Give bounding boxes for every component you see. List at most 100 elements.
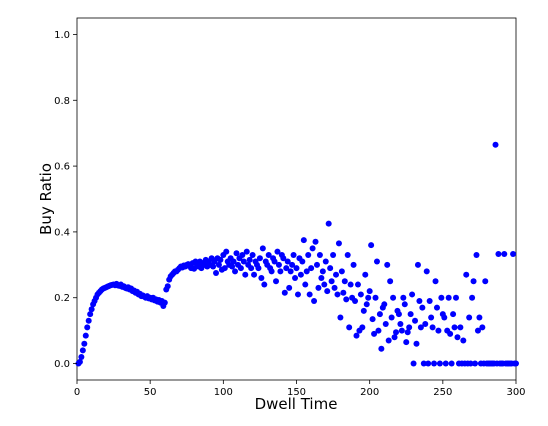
data-point (328, 278, 335, 285)
data-point (373, 258, 380, 265)
data-point (366, 288, 373, 295)
data-point (385, 337, 392, 344)
x-tick-label: 300 (506, 387, 525, 398)
y-tick-label: 0.8 (54, 96, 70, 107)
data-point (79, 347, 86, 354)
data-point (368, 242, 375, 249)
data-point (454, 334, 461, 341)
data-point (258, 274, 265, 281)
data-point (501, 250, 508, 257)
data-point (324, 288, 331, 295)
data-point (406, 324, 413, 331)
data-point (350, 261, 357, 268)
y-tick-label: 1.0 (54, 30, 70, 41)
data-point (338, 268, 345, 275)
y-tick-label: 0.6 (54, 162, 70, 173)
data-point (378, 345, 385, 352)
data-point (384, 261, 391, 268)
data-point (221, 265, 228, 272)
data-point (416, 298, 423, 305)
x-tick-label: 100 (214, 387, 233, 398)
data-point (363, 301, 370, 308)
data-point (290, 251, 297, 258)
data-point (346, 324, 353, 331)
data-point (319, 268, 326, 275)
data-points (75, 141, 519, 367)
data-point (360, 307, 367, 314)
data-point (479, 324, 486, 331)
data-point (335, 240, 342, 247)
data-point (495, 250, 502, 257)
data-point (325, 220, 332, 227)
data-point (305, 251, 312, 258)
data-point (309, 245, 316, 252)
data-point (286, 284, 293, 291)
data-point (259, 245, 266, 252)
data-point (281, 289, 288, 296)
data-point (428, 314, 435, 321)
data-point (457, 324, 464, 331)
data-point (321, 281, 328, 288)
data-point (357, 291, 364, 298)
x-axis-title: Dwell Time (255, 395, 338, 413)
data-point (280, 255, 287, 262)
data-point (387, 278, 394, 285)
x-tick-label: 150 (287, 387, 306, 398)
data-point (381, 301, 388, 308)
data-point (283, 265, 290, 272)
data-point (397, 321, 404, 328)
data-point (261, 281, 268, 288)
x-tick-label: 200 (360, 387, 379, 398)
data-point (347, 281, 354, 288)
data-point (362, 271, 369, 278)
data-point (215, 261, 222, 268)
data-point (436, 360, 443, 367)
data-point (243, 248, 250, 255)
data-point (460, 337, 467, 344)
data-point (432, 278, 439, 285)
data-point (450, 311, 457, 318)
data-point (429, 324, 436, 331)
data-point (404, 329, 411, 336)
data-point (341, 278, 348, 285)
data-point (467, 360, 474, 367)
x-tick-label: 0 (74, 387, 80, 398)
data-point (419, 304, 426, 311)
data-point (474, 327, 481, 334)
data-point (299, 258, 306, 265)
data-point (312, 238, 319, 245)
data-point (293, 265, 300, 272)
data-point (410, 360, 417, 367)
data-point (333, 271, 340, 278)
data-point (431, 360, 438, 367)
data-point (82, 332, 89, 339)
data-point (453, 294, 459, 301)
x-axis-ticks: 0 50 100 150 200 250 300 (74, 380, 526, 398)
data-point (210, 263, 217, 270)
data-point (284, 258, 291, 265)
data-point (268, 268, 275, 275)
data-point (343, 296, 350, 303)
data-point (510, 250, 517, 257)
data-point (390, 294, 397, 301)
data-point (239, 251, 246, 258)
data-point (337, 314, 344, 321)
data-point (315, 284, 322, 291)
data-point (334, 291, 341, 298)
data-point (466, 314, 473, 321)
data-point (414, 261, 421, 268)
data-point (78, 353, 85, 360)
data-point (289, 261, 296, 268)
data-point (308, 265, 315, 272)
data-point (248, 265, 255, 272)
data-point (240, 258, 247, 265)
data-point (438, 294, 445, 301)
data-point (401, 301, 408, 308)
data-point (433, 304, 440, 311)
y-tick-label: 0.4 (54, 227, 70, 238)
data-point (463, 271, 470, 278)
data-point (229, 263, 236, 270)
data-point (161, 299, 168, 306)
data-point (407, 311, 414, 318)
